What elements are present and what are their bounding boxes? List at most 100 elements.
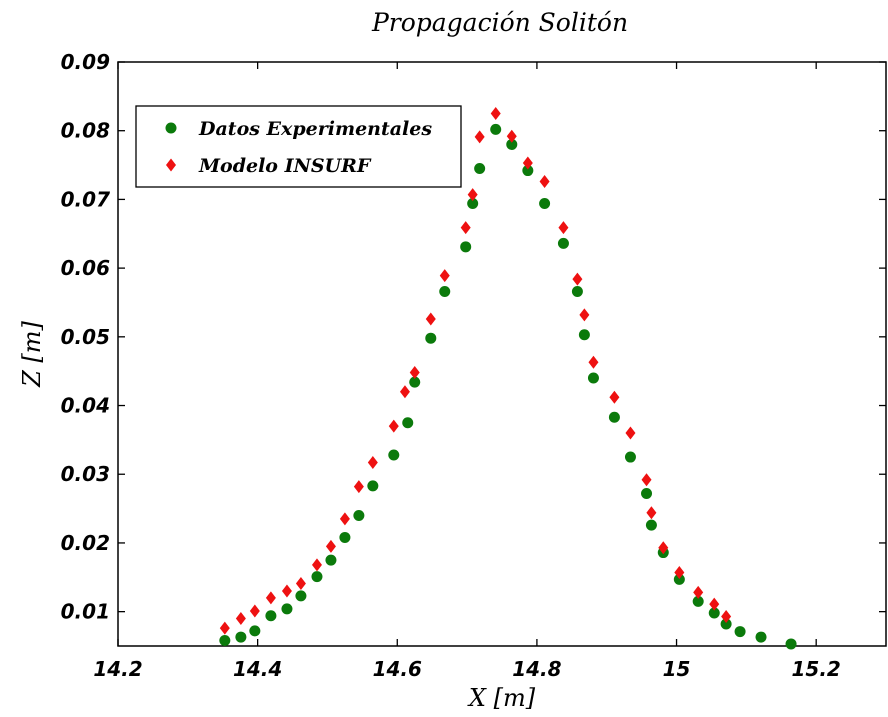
datos-experimentales-point [557,237,569,249]
datos-experimentales-point [785,638,797,650]
datos-experimentales-point [587,372,599,384]
y-tick-label: 0.05 [61,325,110,349]
datos-experimentales-point [506,138,518,150]
datos-experimentales-point [265,610,277,622]
modelo-insurf-point [579,308,590,322]
y-tick-label: 0.02 [61,531,110,555]
datos-experimentales-point [539,198,551,210]
modelo-insurf-point [693,585,704,599]
y-tick-label: 0.08 [61,119,110,143]
legend-diamond-marker [166,158,176,172]
datos-experimentales-point [645,519,657,531]
series-datos-experimentales [219,123,797,650]
x-tick-label: 14.8 [512,657,561,681]
datos-experimentales-point [249,625,261,637]
modelo-insurf-point [399,385,410,399]
modelo-insurf-point [388,419,399,433]
series-modelo-insurf [219,107,732,635]
y-axis: 0.01 0.02 0.03 0.04 0.05 0.06 0.07 0.08 0.09 [61,50,886,624]
datos-experimentales-point [755,631,767,643]
modelo-insurf-point [353,480,364,494]
x-axis: 14.2 14.4 14.6 14.8 15 15.2 [93,62,841,681]
modelo-insurf-point [539,175,550,189]
datos-experimentales-point [460,241,472,253]
modelo-insurf-point [609,390,620,404]
legend-marker-modelo-insurf [166,158,176,172]
datos-experimentales-point [325,554,337,566]
datos-experimentales-point [522,165,534,177]
datos-experimentales-point [467,198,479,210]
y-tick-label: 0.04 [61,394,110,418]
y-axis-label: Z [m] [18,320,46,387]
datos-experimentales-point [490,123,502,135]
datos-experimentales-point [281,603,293,615]
modelo-insurf-point [311,558,322,572]
modelo-insurf-point [295,576,306,590]
datos-experimentales-point [578,329,590,341]
datos-experimentales-point [409,376,421,388]
modelo-insurf-point [572,272,583,286]
modelo-insurf-point [339,512,350,526]
datos-experimentales-point [311,571,323,583]
legend-label-datos-experimentales: Datos Experimentales [198,118,432,140]
datos-experimentales-point [720,618,732,630]
modelo-insurf-point [467,188,478,202]
x-axis-label: X [m] [467,684,536,712]
datos-experimentales-point [235,631,247,643]
modelo-insurf-point [439,269,450,283]
modelo-insurf-point [474,130,485,144]
datos-experimentales-point [353,509,365,521]
modelo-insurf-point [658,541,669,555]
modelo-insurf-point [249,604,260,618]
x-tick-label: 15.2 [792,657,841,681]
datos-experimentales-point [692,595,704,607]
x-tick-label: 14.2 [93,657,142,681]
datos-experimentales-point [439,285,451,297]
legend-marker-datos-experimentales [165,122,177,134]
datos-experimentales-point [673,573,685,585]
datos-experimentales-point [367,480,379,492]
legend-circle-marker [165,122,177,134]
modelo-insurf-point [460,221,471,235]
datos-experimentales-point [219,635,231,647]
modelo-insurf-point [506,129,517,143]
modelo-insurf-point [709,597,720,611]
datos-experimentales-point [402,417,414,429]
x-tick-label: 14.6 [373,657,422,681]
modelo-insurf-point [646,506,657,520]
modelo-insurf-point [588,355,599,369]
modelo-insurf-point [325,539,336,553]
modelo-insurf-point [235,612,246,626]
modelo-insurf-point [490,107,501,121]
datos-experimentales-point [641,487,653,499]
modelo-insurf-point [409,366,420,380]
y-tick-label: 0.03 [61,462,110,486]
modelo-insurf-point [219,621,230,635]
modelo-insurf-point [425,312,436,326]
modelo-insurf-point [674,565,685,579]
y-tick-label: 0.06 [61,256,110,280]
y-tick-label: 0.01 [61,600,110,624]
datos-experimentales-point [571,285,583,297]
y-tick-label: 0.07 [61,187,110,211]
modelo-insurf-point [625,426,636,440]
datos-experimentales-point [339,531,351,543]
datos-experimentales-point [624,451,636,463]
datos-experimentales-point [474,162,486,174]
x-tick-label: 15 [663,657,691,681]
datos-experimentales-point [425,332,437,344]
chart-title: Propagación Solitón [371,8,628,37]
modelo-insurf-point [558,221,569,235]
datos-experimentales-point [708,607,720,619]
x-tick-label: 14.4 [233,657,282,681]
datos-experimentales-point [734,626,746,638]
legend: Datos Experimentales Modelo INSURF [135,105,462,188]
datos-experimentales-point [295,590,307,602]
legend-label-modelo-insurf: Modelo INSURF [198,155,372,177]
modelo-insurf-point [522,156,533,170]
y-tick-label: 0.09 [61,50,110,74]
datos-experimentales-point [608,411,620,423]
modelo-insurf-point [641,473,652,487]
modelo-insurf-point [367,456,378,470]
